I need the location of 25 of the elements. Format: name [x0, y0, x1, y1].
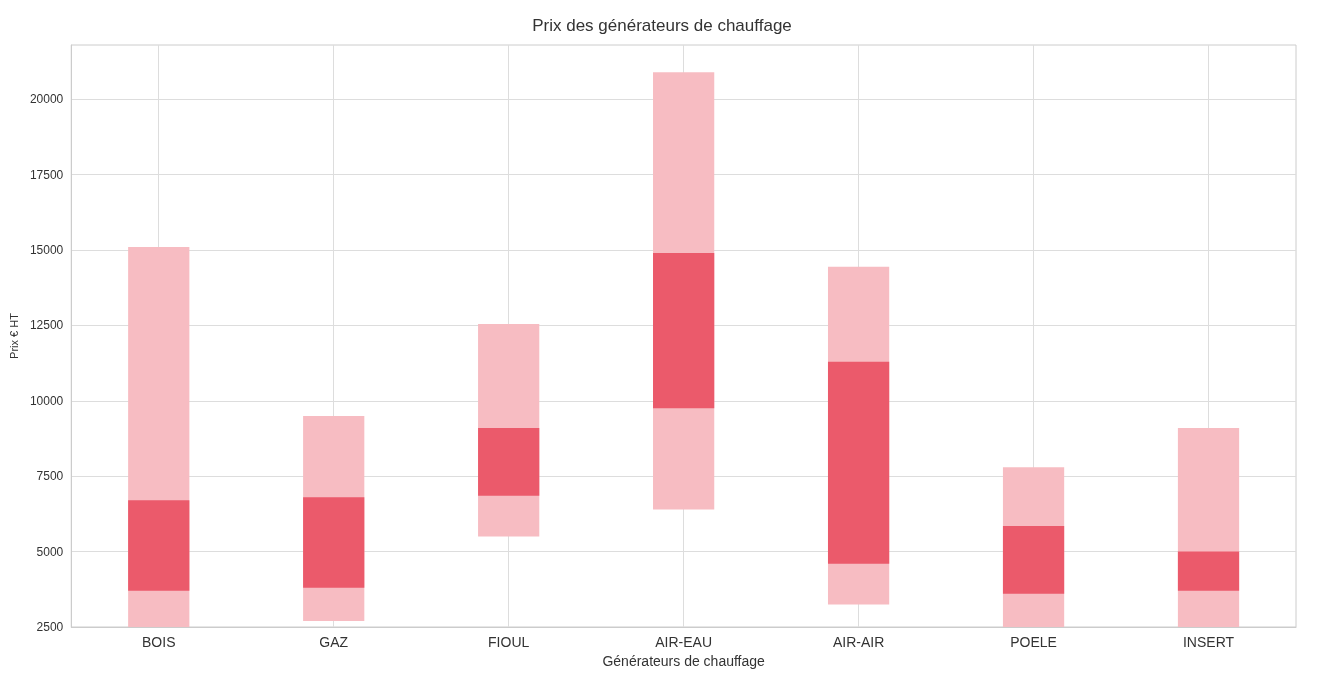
y-tick-label: 5000: [36, 544, 64, 559]
y-axis-title: Prix € HT: [7, 312, 20, 359]
x-tick-label: INSERT: [1182, 634, 1235, 650]
bar: [1177, 551, 1240, 591]
chart-title: Prix des générateurs de chauffage: [532, 16, 792, 35]
x-tick-label: AIR-AIR: [832, 634, 885, 650]
y-tick-label: 12500: [29, 318, 64, 333]
y-tick-label: 7500: [36, 469, 64, 484]
y-tick-label: 17500: [29, 167, 64, 182]
x-tick-label: BOIS: [142, 634, 176, 650]
x-tick-label: POELE: [1010, 634, 1057, 650]
x-tick-label: GAZ: [319, 634, 349, 650]
y-tick-label: 2500: [36, 620, 64, 634]
x-tick-label: FIOUL: [488, 634, 530, 650]
x-axis-title: Générateurs de chauffage: [602, 652, 766, 669]
bar: [478, 427, 540, 496]
y-tick-label: 20000: [29, 92, 64, 107]
bar: [1002, 525, 1065, 594]
bar: [827, 361, 890, 564]
y-tick-label: 10000: [29, 393, 64, 408]
bar: [303, 497, 365, 588]
y-tick-label: 15000: [29, 243, 64, 258]
x-tick-label: AIR-EAU: [655, 634, 713, 650]
bar: [128, 500, 190, 591]
bar: [653, 253, 715, 409]
